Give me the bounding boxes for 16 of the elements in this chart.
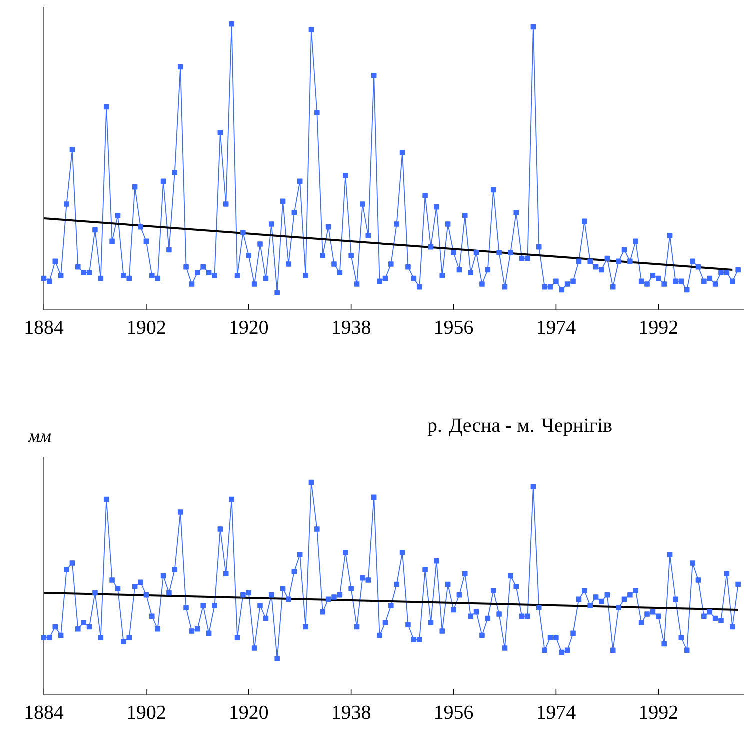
x-tick-label: 1956	[436, 706, 474, 720]
x-tick-label: 1884	[26, 706, 64, 720]
x-tick-label: 1974	[538, 320, 576, 334]
x-tick-label: 1956	[436, 320, 474, 334]
chart-title: р. Десна - м. Чернігів	[428, 418, 612, 436]
x-tick-label: 1974	[538, 706, 576, 720]
x-tick-label: 1884	[26, 320, 64, 334]
x-tick-label: 1902	[128, 320, 166, 334]
x-tick-label: 1920	[230, 320, 268, 334]
x-tick-label: 1920	[230, 706, 268, 720]
y-axis-title: мм	[28, 434, 51, 442]
x-tick-label: 1938	[333, 706, 370, 720]
x-tick-label: 1992	[640, 320, 678, 334]
x-tick-label: 1938	[333, 320, 370, 334]
x-tick-label: 1992	[640, 706, 678, 720]
x-tick-label: 1902	[128, 706, 166, 720]
